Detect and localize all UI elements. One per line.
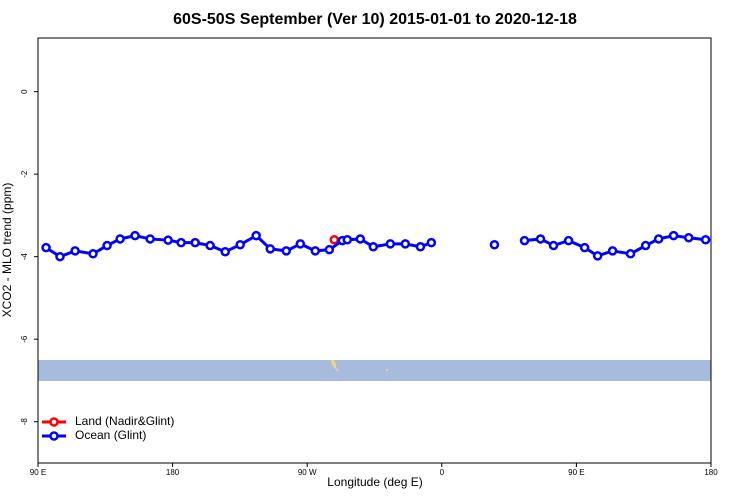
map-land	[386, 369, 388, 371]
x-tick-label: 90 W	[298, 468, 317, 477]
data-point	[489, 239, 500, 250]
data-point	[324, 244, 335, 255]
data-point	[55, 251, 65, 262]
data-point	[329, 235, 340, 245]
data-point	[607, 246, 618, 256]
data-point	[519, 235, 530, 246]
y-tick-label: -8	[20, 418, 29, 426]
data-point	[668, 230, 679, 241]
data-point	[205, 240, 215, 251]
data-point	[355, 234, 366, 244]
data-point	[563, 235, 574, 246]
data-point	[220, 246, 230, 257]
y-tick-label: -6	[20, 335, 29, 343]
legend-label: Ocean (Glint)	[75, 428, 146, 442]
data-point	[102, 240, 112, 251]
data-point	[41, 242, 51, 253]
data-point	[163, 235, 173, 245]
legend-marker	[49, 417, 59, 427]
data-point	[426, 237, 437, 248]
y-axis-label: XCO2 - MLO trend (ppm)	[0, 183, 14, 318]
data-point	[579, 242, 590, 253]
x-tick-label: 0	[440, 468, 445, 477]
chart-title: 60S-50S September (Ver 10) 2015-01-01 to…	[173, 11, 577, 28]
data-point	[683, 232, 694, 243]
data-point	[342, 235, 353, 245]
data-point	[400, 239, 411, 249]
data-point	[145, 234, 155, 244]
data-point	[235, 239, 245, 250]
map-strip	[38, 360, 711, 381]
y-tick-label: 0	[20, 89, 29, 94]
data-point	[625, 249, 636, 259]
data-point	[548, 240, 559, 251]
map-land	[331, 360, 339, 371]
data-point	[115, 234, 125, 244]
x-axis-label: Longitude (deg E)	[327, 475, 422, 489]
data-point	[176, 237, 186, 248]
x-tick-label: 90 E	[568, 468, 584, 477]
data-point	[310, 246, 321, 256]
data-point	[535, 234, 546, 244]
data-point	[251, 230, 261, 241]
y-tick-label: -2	[20, 170, 29, 178]
data-point	[700, 235, 711, 245]
plot-frame	[37, 37, 712, 464]
data-point	[130, 230, 140, 241]
data-point	[295, 239, 306, 249]
data-point	[592, 251, 603, 261]
data-point	[368, 242, 379, 252]
data-point	[190, 237, 200, 248]
data-point	[385, 239, 396, 249]
data-point	[88, 249, 98, 259]
legend-marker	[49, 431, 59, 441]
data-point	[281, 246, 292, 256]
data-point	[415, 242, 426, 252]
x-tick-label: 90 E	[30, 468, 46, 477]
data-point	[640, 240, 651, 251]
data-point	[70, 246, 80, 256]
data-point	[653, 234, 664, 244]
x-tick-label: 180	[704, 468, 718, 477]
y-tick-label: -4	[20, 253, 29, 261]
legend-label: Land (Nadir&Glint)	[75, 414, 174, 428]
data-point	[265, 244, 276, 254]
x-tick-label: 180	[166, 468, 180, 477]
